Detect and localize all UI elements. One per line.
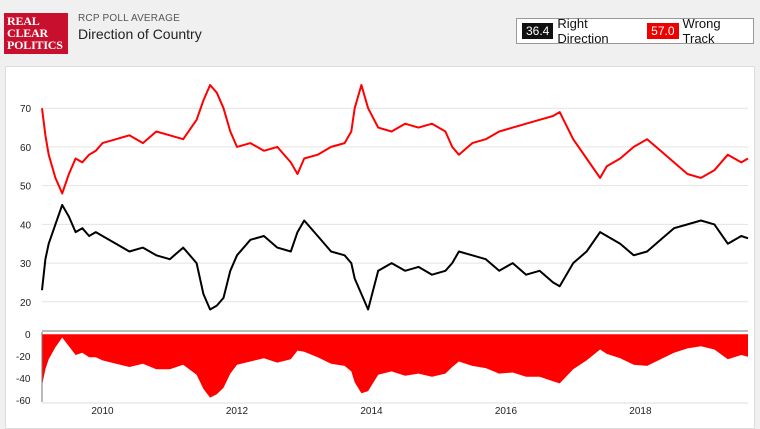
spread-tick--40: -40 [16,374,31,385]
main-gridlines [42,107,748,303]
legend-wrong-value: 57.0 [647,23,679,39]
spread-tick--60: -60 [16,396,31,407]
main-y-ticks: 20 30 40 50 60 70 [20,104,32,309]
y-tick-70: 70 [20,104,32,115]
kicker: RCP POLL AVERAGE [78,13,180,24]
rcp-logo[interactable]: REAL CLEAR POLITICS [4,13,68,54]
logo-line-1: REAL [7,14,40,28]
header: REAL CLEAR POLITICS RCP POLL AVERAGE Dir… [0,0,760,62]
y-tick-50: 50 [20,182,32,193]
x-tick-2012: 2012 [226,406,249,417]
x-axis-ticks: 2010 2012 2014 2016 2018 [42,402,748,417]
x-tick-2016: 2016 [495,406,518,417]
y-tick-30: 30 [20,259,32,270]
legend-right-label[interactable]: Right Direction [557,16,609,46]
logo-line-3: POLITICS [7,38,63,52]
series-line-wrong-track [41,84,749,195]
y-tick-20: 20 [20,298,32,309]
spread-tick--20: -20 [16,352,31,363]
y-tick-60: 60 [20,143,32,154]
logo-line-2: CLEAR [7,26,49,40]
x-tick-2014: 2014 [360,406,383,417]
main-series [41,84,749,311]
spread-area [42,334,748,398]
spread-panel [41,330,748,402]
spread-tick-0: 0 [25,330,31,341]
spread-y-ticks: 0 -20 -40 -60 [16,330,31,407]
x-tick-2018: 2018 [629,406,652,417]
x-tick-2010: 2010 [91,406,114,417]
chart-title: Direction of Country [78,26,202,42]
legend: 36.4 Right Direction 57.0 Wrong Track [516,16,754,46]
legend-wrong-label[interactable]: Wrong Track [682,16,721,46]
y-tick-40: 40 [20,220,32,231]
legend-right-value: 36.4 [522,23,554,39]
series-line-right-direction [41,204,749,311]
